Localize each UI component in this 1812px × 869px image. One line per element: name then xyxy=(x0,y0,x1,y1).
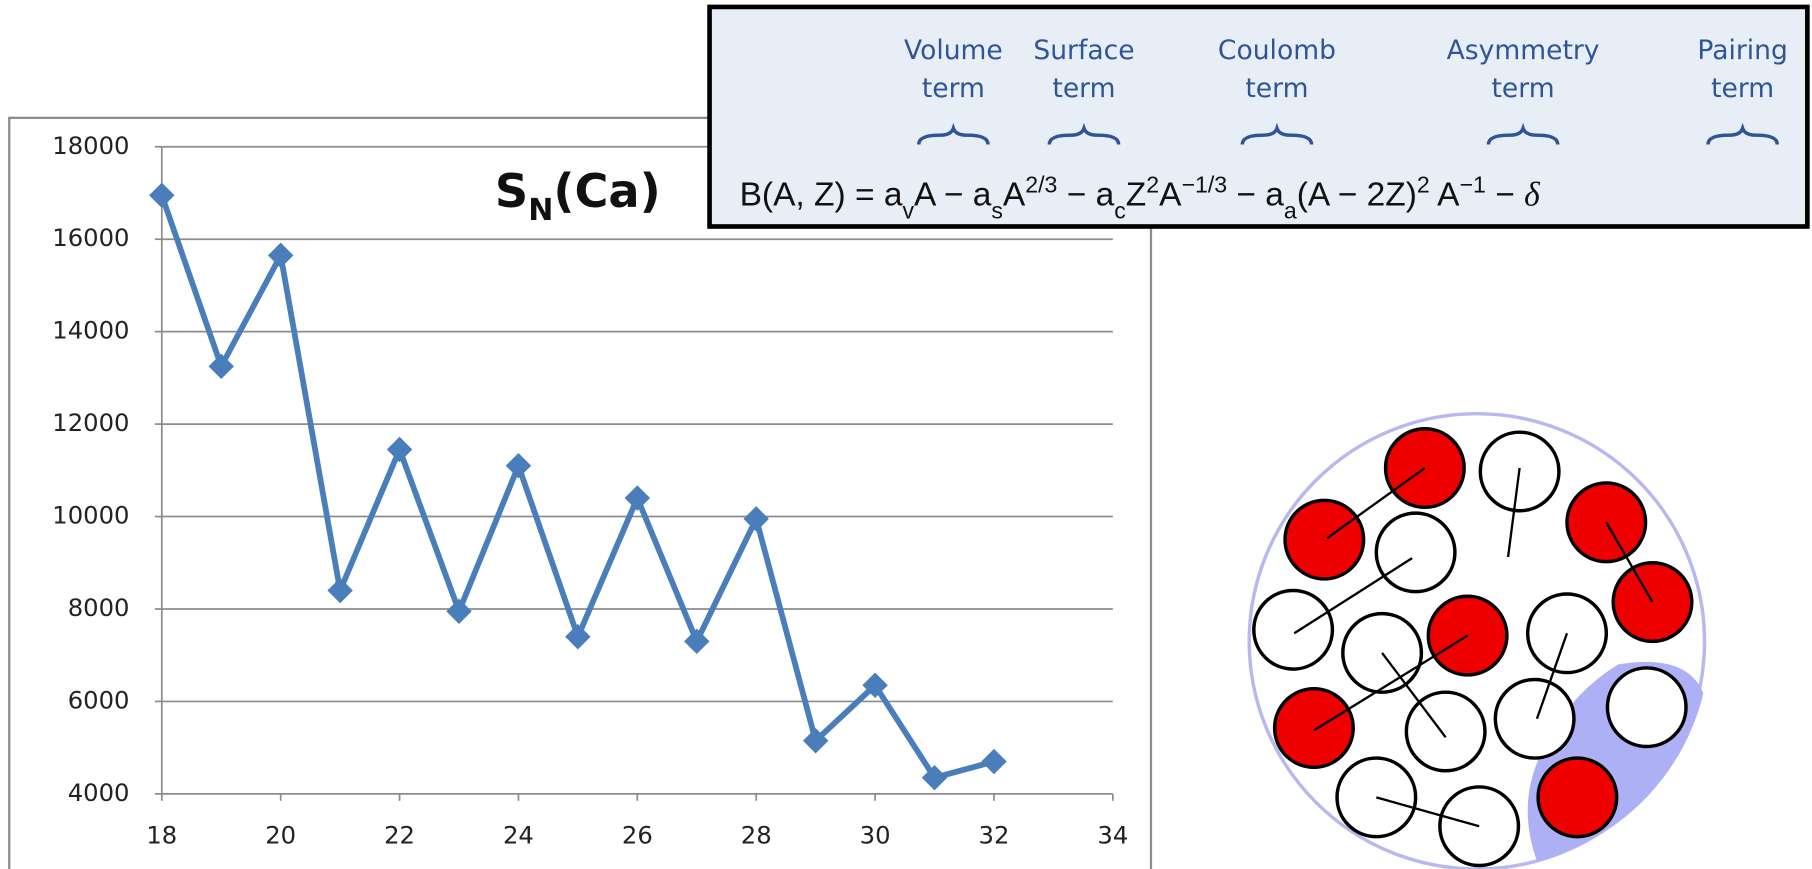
formula-part: 2 xyxy=(1417,172,1430,198)
formula-part: 2 xyxy=(1146,172,1159,198)
title-subscript: N xyxy=(528,193,553,228)
term-label: term xyxy=(1492,73,1555,104)
data-point xyxy=(743,506,769,532)
brace xyxy=(1240,122,1314,145)
pair-links xyxy=(1293,467,1654,828)
x-tick-label: 28 xyxy=(741,821,772,850)
x-tick-label: 18 xyxy=(146,821,177,850)
data-point xyxy=(446,598,472,625)
proton xyxy=(1611,561,1694,644)
x-tick-label: 30 xyxy=(860,821,891,850)
title-part: S xyxy=(495,164,528,218)
term-label: term xyxy=(1711,73,1774,104)
y-tick-label: 6000 xyxy=(68,685,130,714)
data-point xyxy=(802,728,829,754)
x-tick-label: 34 xyxy=(1097,821,1128,850)
x-tick-label: 24 xyxy=(503,821,534,850)
term-labels: Volume term Surface term Coulomb term Asymmetr… xyxy=(904,35,1788,145)
formula-part: −1 xyxy=(1460,172,1486,198)
x-tick-label: 20 xyxy=(265,821,296,850)
neutron xyxy=(1252,588,1335,671)
formula-part: 2/3 xyxy=(1025,172,1057,198)
data-point xyxy=(624,485,651,511)
y-tick-label: 18000 xyxy=(52,131,129,160)
formula-part: −1/3 xyxy=(1181,172,1227,198)
formula-part: a xyxy=(1284,198,1297,224)
pair-link xyxy=(1506,467,1521,558)
formula-part: − xyxy=(1486,177,1524,214)
neutron xyxy=(1493,677,1576,760)
pair-link xyxy=(1325,467,1426,540)
term-label: term xyxy=(1052,73,1115,104)
term-label: Pairing xyxy=(1697,35,1787,66)
data-point xyxy=(684,628,710,655)
neutron xyxy=(1404,690,1487,773)
formula-part: − a xyxy=(1057,177,1114,214)
data-point xyxy=(208,353,234,380)
title-part: (Ca) xyxy=(553,164,660,218)
formula-part: v xyxy=(902,198,914,224)
formula-part: − a xyxy=(1227,177,1284,214)
proton xyxy=(1536,756,1619,839)
y-tick-label: 4000 xyxy=(68,778,130,807)
formula-part: Z xyxy=(1126,177,1146,214)
pair-link xyxy=(1293,557,1413,635)
x-tick-label: 22 xyxy=(384,821,415,850)
term-label: Volume xyxy=(904,35,1003,66)
y-tick-label: 16000 xyxy=(52,223,129,252)
x-tick-label: 26 xyxy=(622,821,653,850)
nucleons xyxy=(1252,426,1694,868)
pair-link xyxy=(1313,634,1469,732)
chart-frame xyxy=(8,116,1153,869)
chart-title: SN(Ca) xyxy=(495,164,661,229)
term-label: term xyxy=(922,73,985,104)
proton xyxy=(1283,498,1366,581)
data-point xyxy=(565,624,591,650)
pair-link xyxy=(1605,521,1654,603)
term-label: term xyxy=(1245,73,1308,104)
data-point xyxy=(921,764,948,791)
nucleus-diagram xyxy=(1247,412,1707,869)
formula-part: A xyxy=(1003,177,1026,214)
brace xyxy=(1486,122,1560,145)
y-tick-label: 14000 xyxy=(52,316,129,345)
data-point xyxy=(862,672,888,698)
neutron xyxy=(1605,666,1688,749)
formula-part: c xyxy=(1114,198,1126,224)
formula-part: s xyxy=(991,198,1003,224)
y-tick-label: 12000 xyxy=(52,408,129,437)
formula-part: B(A, Z) = a xyxy=(740,177,903,214)
term-label: Surface xyxy=(1033,35,1134,66)
proton xyxy=(1272,686,1355,770)
pair-link xyxy=(1381,652,1447,738)
y-tick-label: 8000 xyxy=(68,593,130,622)
data-point xyxy=(327,577,353,604)
neutron xyxy=(1374,511,1457,594)
brace xyxy=(916,122,990,145)
pair-link xyxy=(1376,796,1480,828)
y-tick-label: 10000 xyxy=(52,501,129,530)
brace xyxy=(1047,122,1121,145)
term-label: Coulomb xyxy=(1218,35,1336,66)
formula-box xyxy=(707,4,1810,229)
brace xyxy=(1706,122,1780,145)
formula: B(A, Z) = avA − asA2/3 − acZ2A−1/3 − aa(… xyxy=(740,172,1542,224)
data-point xyxy=(981,748,1007,775)
data-point xyxy=(149,182,175,209)
formula-part: A − a xyxy=(914,177,992,214)
data-point xyxy=(505,452,532,479)
formula-part: A xyxy=(1159,177,1182,214)
formula-part: (A − 2Z) xyxy=(1297,177,1417,214)
x-tick-label: 32 xyxy=(979,821,1010,850)
formula-part: A xyxy=(1430,177,1460,214)
pair-link xyxy=(1535,632,1569,720)
formula-part: δ xyxy=(1524,177,1541,214)
term-label: Asymmetry xyxy=(1447,35,1600,66)
